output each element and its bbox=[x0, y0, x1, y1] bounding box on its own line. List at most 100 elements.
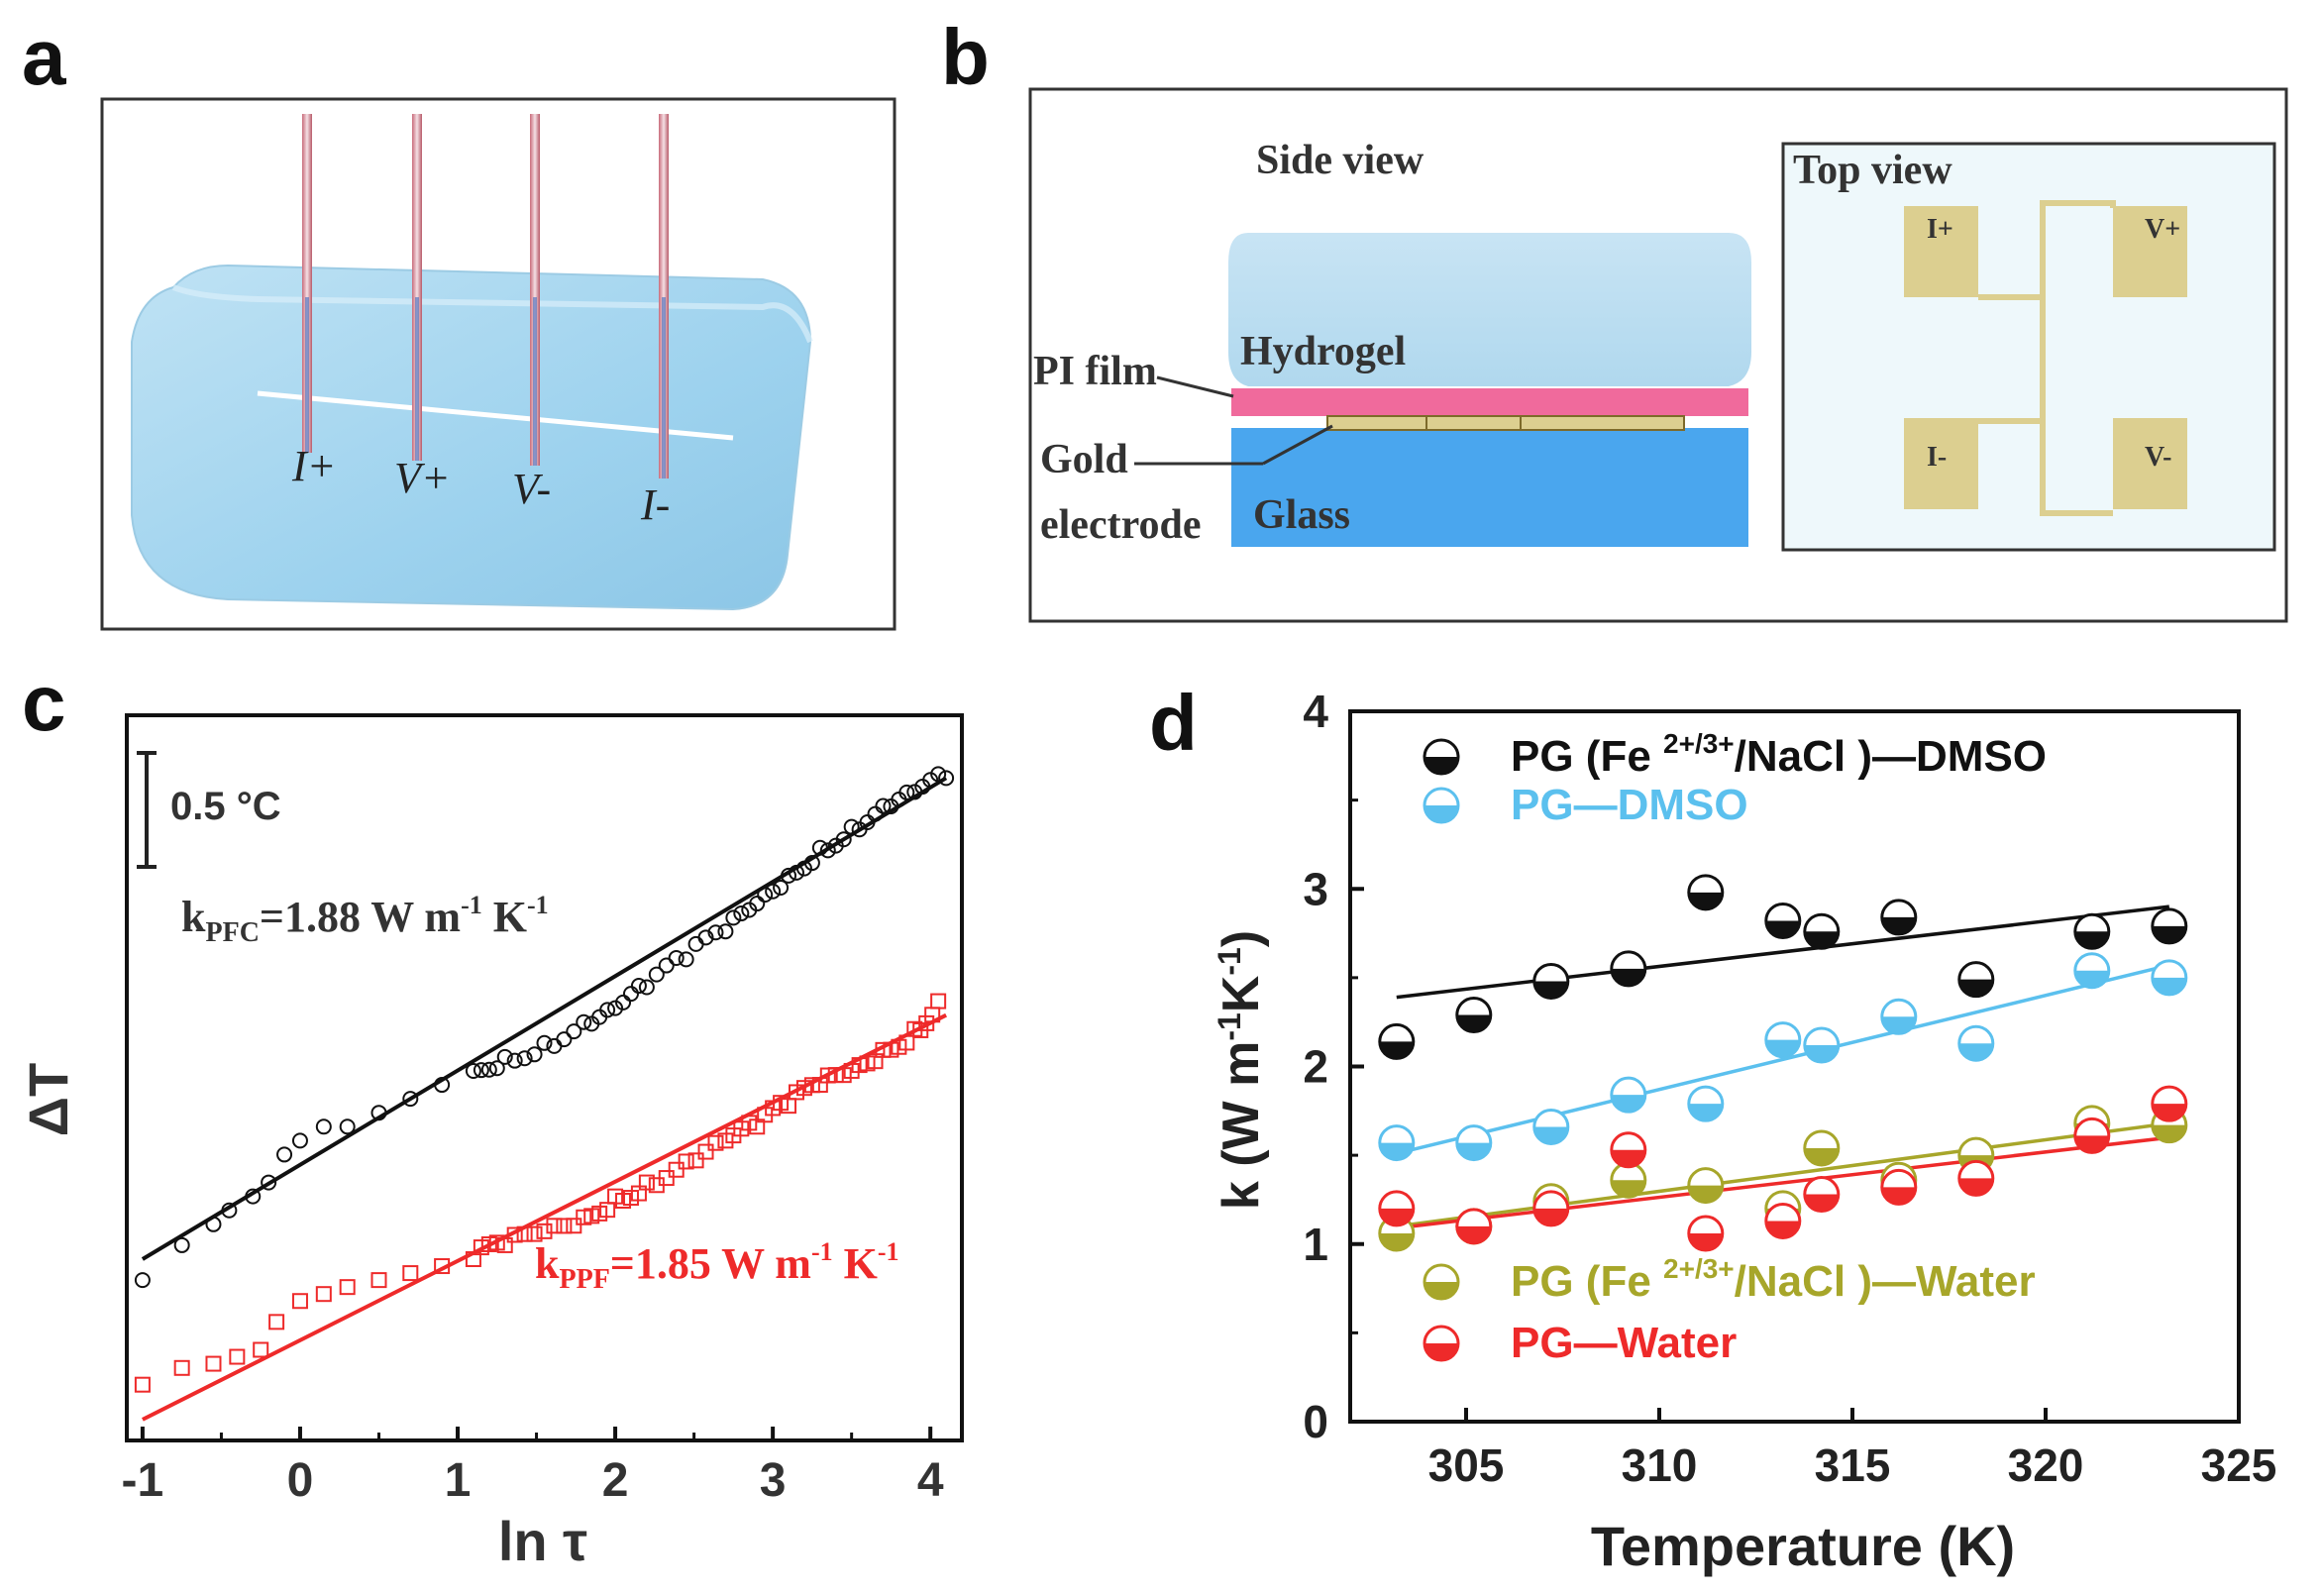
pfc-point bbox=[867, 805, 884, 822]
pfc-point bbox=[526, 1046, 543, 1063]
data-point bbox=[2073, 952, 2111, 990]
data-point-fill bbox=[1765, 1221, 1800, 1238]
pfc-point bbox=[938, 770, 955, 787]
fit-line bbox=[1396, 1121, 2170, 1228]
data-point-fill bbox=[1881, 1187, 1916, 1205]
annotation-kpfc: kPFC=1.88 W m-1 K-1 bbox=[181, 891, 549, 948]
legend-marker-fill bbox=[1424, 757, 1458, 774]
x-tick-label: 315 bbox=[1815, 1439, 1891, 1491]
ppf-point bbox=[615, 1192, 632, 1209]
panel-d-plot-frame bbox=[1348, 709, 2241, 1424]
data-point-fill bbox=[1804, 1147, 1839, 1165]
pfc-point bbox=[827, 837, 844, 854]
pfc-point bbox=[765, 883, 782, 900]
pad-v-minus-label: V- bbox=[2145, 442, 2171, 473]
data-point bbox=[1957, 1136, 1995, 1174]
legend-marker bbox=[1423, 787, 1460, 824]
ppf-point bbox=[488, 1234, 505, 1251]
ppf-point bbox=[591, 1205, 608, 1222]
data-point-fill bbox=[1533, 981, 1568, 999]
probe-i-plus bbox=[302, 114, 312, 453]
data-point-fill bbox=[1456, 1225, 1491, 1243]
panel-c-letter: c bbox=[22, 659, 66, 747]
gold-label: Gold bbox=[1040, 437, 1128, 482]
pfc-point bbox=[607, 1000, 624, 1016]
data-point bbox=[1532, 1190, 1570, 1227]
pfc-point bbox=[733, 905, 750, 922]
x-tick-label: 325 bbox=[2201, 1439, 2277, 1491]
pad-i-minus-label: I- bbox=[1927, 442, 1947, 473]
data-point bbox=[1687, 1085, 1725, 1122]
x-tick-label: 1 bbox=[445, 1454, 472, 1507]
hydrogel-label: Hydrogel bbox=[1240, 329, 1406, 374]
pfc-point bbox=[788, 864, 804, 881]
data-point bbox=[1532, 1108, 1570, 1145]
pfc-point bbox=[725, 909, 742, 926]
data-point bbox=[2151, 1085, 2188, 1122]
pfc-point bbox=[757, 887, 774, 904]
ppf-point bbox=[918, 1014, 935, 1031]
panel-d-letter: d bbox=[1149, 679, 1198, 767]
pfc-point bbox=[245, 1188, 262, 1205]
ppf-point bbox=[811, 1077, 828, 1094]
data-point-fill bbox=[1533, 1201, 1568, 1219]
data-point-fill bbox=[1688, 892, 1723, 909]
data-point bbox=[2151, 907, 2188, 945]
ppf-point bbox=[622, 1190, 639, 1207]
data-point-fill bbox=[1688, 1104, 1723, 1121]
hydrogel-block bbox=[131, 264, 812, 611]
legend-label: PG—Water bbox=[1511, 1319, 1737, 1367]
ppf-point bbox=[526, 1225, 543, 1242]
ppf-point bbox=[576, 1209, 592, 1225]
data-point-fill bbox=[1456, 1225, 1491, 1243]
ppf-point bbox=[205, 1355, 222, 1372]
ppf-point bbox=[835, 1067, 852, 1084]
ppf-point bbox=[788, 1084, 804, 1101]
ppf-point bbox=[819, 1067, 836, 1084]
data-point-fill bbox=[1456, 1014, 1491, 1032]
pfc-point bbox=[898, 784, 915, 800]
scale-bar-label: 0.5 °C bbox=[170, 785, 281, 828]
data-point-fill bbox=[1958, 1155, 1993, 1173]
x-tick-label: -1 bbox=[122, 1454, 164, 1507]
data-point-fill bbox=[1881, 1016, 1916, 1034]
x-tick-label: 320 bbox=[2008, 1439, 2084, 1491]
pfc-point bbox=[480, 1061, 497, 1078]
panel-a-frame bbox=[100, 97, 897, 631]
top-view-box bbox=[1781, 142, 2276, 552]
probe-v-minus bbox=[530, 114, 540, 466]
data-point-fill bbox=[1765, 1039, 1800, 1057]
pfc-point bbox=[875, 798, 892, 814]
pad-v-plus-label: V+ bbox=[2145, 214, 2180, 245]
data-point bbox=[2151, 1107, 2188, 1144]
ppf-point bbox=[253, 1341, 269, 1358]
pfc-point bbox=[473, 1062, 489, 1079]
top-view-traces bbox=[1978, 200, 2116, 516]
ppf-point bbox=[725, 1127, 742, 1144]
data-point bbox=[1764, 1202, 1802, 1239]
side-view-label: Side view bbox=[1256, 138, 1424, 183]
pfc-point bbox=[516, 1050, 533, 1067]
ppf-point bbox=[496, 1236, 513, 1253]
pfc-point bbox=[556, 1031, 573, 1048]
fit-line bbox=[1396, 904, 2170, 1000]
ppf-point bbox=[733, 1120, 750, 1137]
data-point-fill bbox=[1688, 1185, 1723, 1203]
data-point-fill bbox=[1611, 1095, 1645, 1113]
data-point-fill bbox=[1379, 1232, 1414, 1250]
electrode-line bbox=[257, 390, 734, 441]
pad-i-plus bbox=[1904, 206, 1978, 297]
data-point bbox=[2073, 912, 2111, 950]
ppf-point bbox=[668, 1161, 685, 1178]
ppf-point bbox=[697, 1143, 714, 1160]
data-point-fill bbox=[1958, 979, 1993, 997]
y-tick-label: 4 bbox=[1303, 686, 1328, 737]
legend-marker-fill bbox=[1424, 1343, 1458, 1360]
ppf-point bbox=[717, 1132, 734, 1149]
data-point-fill bbox=[1611, 1149, 1645, 1167]
pfc-point bbox=[205, 1216, 222, 1232]
pfc-point bbox=[843, 818, 860, 835]
